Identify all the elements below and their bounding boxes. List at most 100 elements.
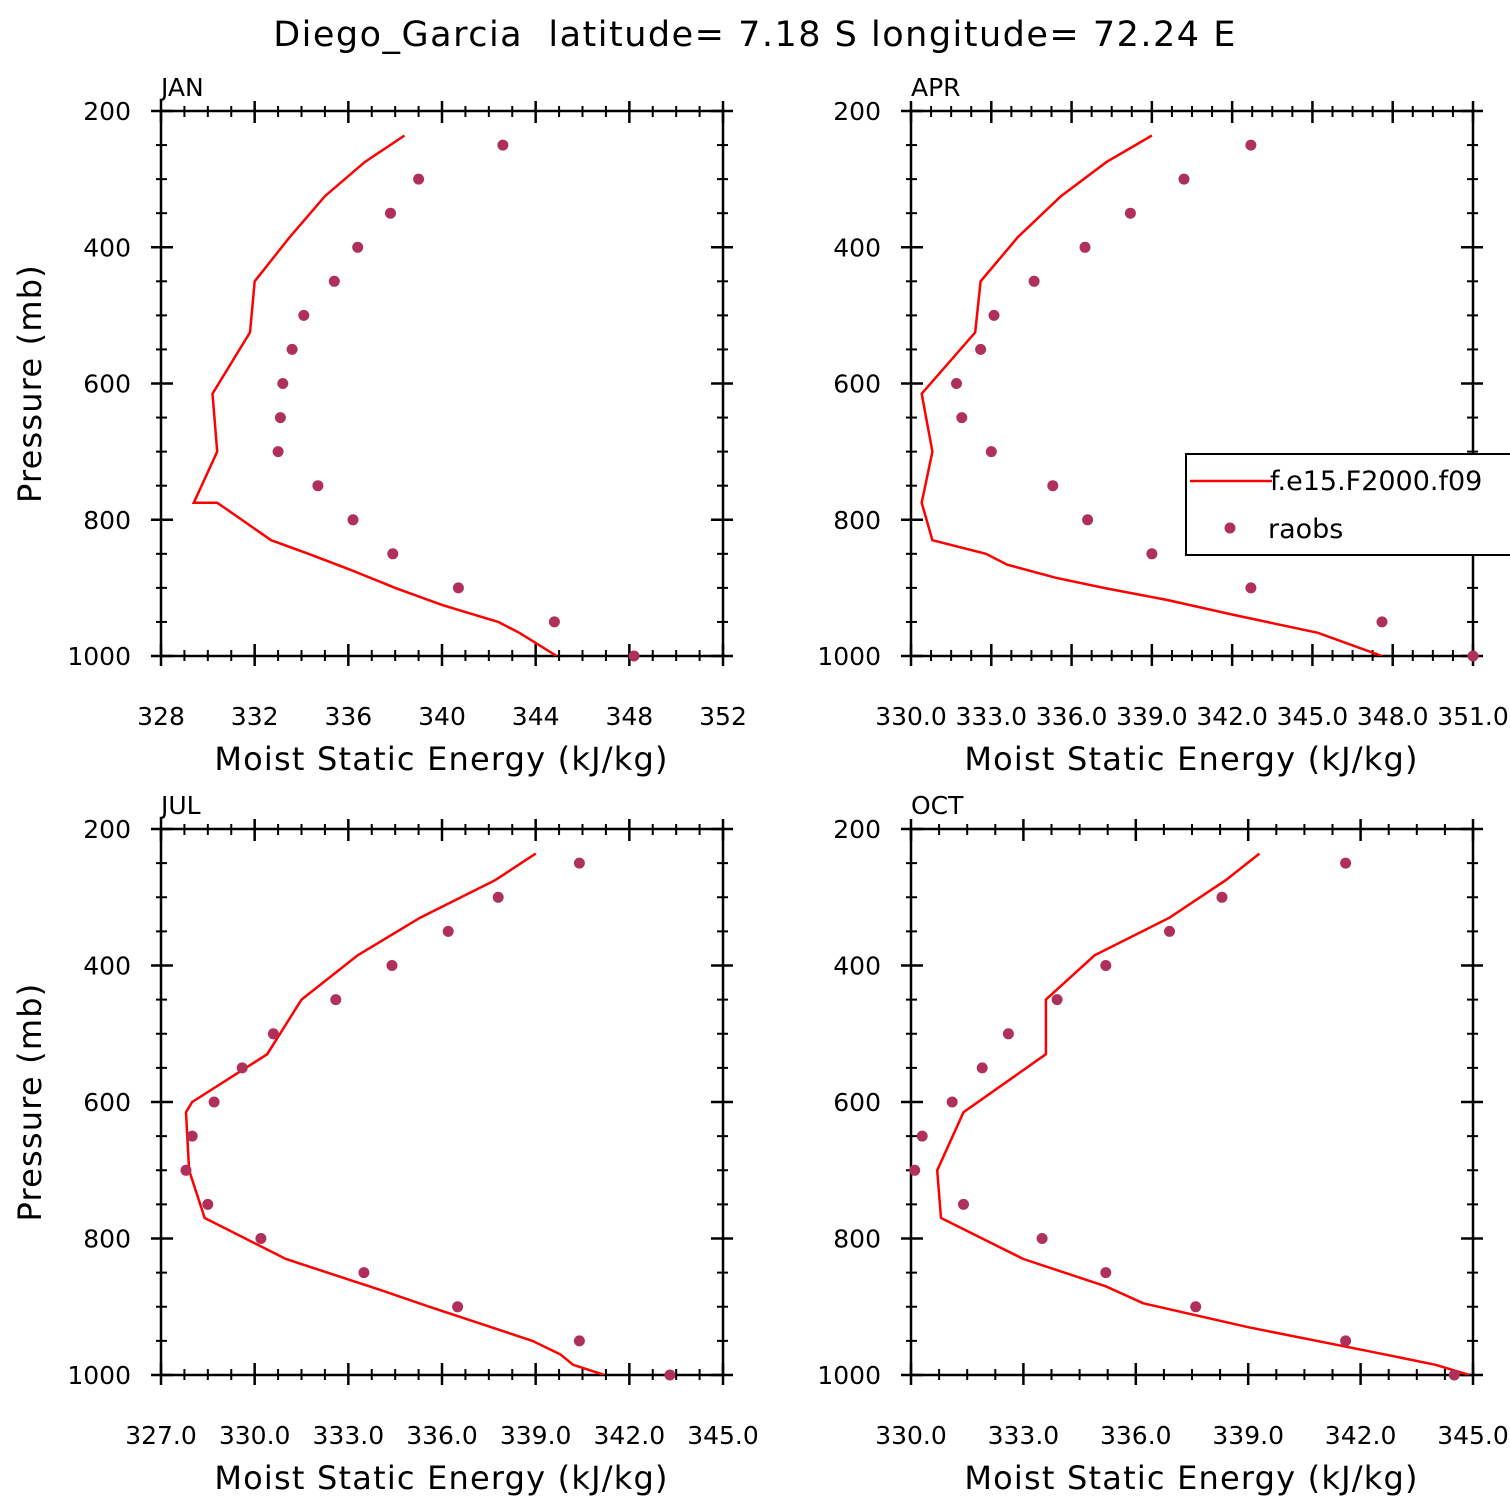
x-tick-label: 336 bbox=[324, 702, 372, 731]
y-tick-label: 200 bbox=[833, 815, 881, 844]
y-tick-label: 800 bbox=[833, 506, 881, 535]
raobs-point bbox=[573, 857, 585, 869]
x-tick-label: 339.0 bbox=[1212, 1421, 1284, 1450]
x-tick-label: 330.0 bbox=[219, 1421, 291, 1450]
raobs-point bbox=[1190, 1301, 1202, 1313]
y-axis-label: Pressure (mb) bbox=[11, 264, 49, 503]
x-axis-label: Moist Static Energy (kJ/kg) bbox=[964, 1459, 1418, 1497]
raobs-point bbox=[255, 1233, 267, 1244]
raobs-point bbox=[330, 994, 342, 1006]
raobs-point bbox=[274, 412, 286, 424]
raobs-point bbox=[988, 309, 1000, 321]
x-tick-label: 333.0 bbox=[988, 1421, 1060, 1450]
panel-label: OCT bbox=[911, 791, 964, 820]
x-tick-label: 351.0 bbox=[1437, 702, 1509, 731]
raobs-point bbox=[358, 1267, 370, 1279]
raobs-point bbox=[492, 891, 504, 903]
x-tick-label: 348 bbox=[605, 702, 653, 731]
raobs-point bbox=[1036, 1233, 1048, 1244]
x-tick-label: 345.0 bbox=[1437, 1421, 1509, 1450]
panels: 328 332 336 340 344 348 352 200 400 600 800 1000 JAN… bbox=[11, 73, 1510, 1497]
model-series-line bbox=[920, 134, 1383, 656]
y-tick-label: 1000 bbox=[817, 1361, 881, 1390]
y-tick-label: 400 bbox=[833, 952, 881, 981]
y-tick-label: 1000 bbox=[67, 1361, 131, 1390]
x-tick-label: 330.0 bbox=[875, 1421, 947, 1450]
raobs-point bbox=[951, 378, 962, 389]
y-tick-label: 600 bbox=[833, 370, 881, 399]
x-tick-label: 342.0 bbox=[1196, 702, 1268, 731]
x-tick-label: 333.0 bbox=[955, 702, 1027, 731]
x-axis-label: Moist Static Energy (kJ/kg) bbox=[214, 740, 668, 778]
x-tick-label: 333.0 bbox=[313, 1421, 385, 1450]
legend-obs-label: raobs bbox=[1268, 514, 1343, 545]
raobs-point bbox=[1100, 960, 1112, 971]
model-series-line bbox=[191, 134, 558, 656]
x-tick-label: 327.0 bbox=[125, 1421, 197, 1450]
raobs-point bbox=[975, 343, 987, 355]
raobs-point bbox=[385, 207, 396, 219]
raobs-point bbox=[386, 960, 398, 971]
y-tick-label: 400 bbox=[83, 952, 131, 981]
legend-marker-swatch bbox=[1224, 522, 1236, 534]
raobs-point bbox=[442, 925, 454, 937]
raobs-point bbox=[909, 1164, 921, 1176]
raobs-point bbox=[286, 343, 298, 355]
raobs-point bbox=[976, 1062, 988, 1074]
legend-model-label: f.e15.F2000.f09 bbox=[1270, 466, 1482, 497]
raobs-point bbox=[1340, 1335, 1352, 1347]
y-tick-label: 600 bbox=[83, 1088, 131, 1117]
x-tick-label: 345.0 bbox=[1277, 702, 1349, 731]
x-tick-label: 352 bbox=[699, 702, 747, 731]
legend-box bbox=[1185, 453, 1510, 556]
y-tick-label: 600 bbox=[83, 370, 131, 399]
raobs-point bbox=[946, 1096, 958, 1108]
raobs-point bbox=[1216, 891, 1228, 903]
raobs-point bbox=[1079, 241, 1091, 253]
y-axis-label: Pressure (mb) bbox=[11, 983, 49, 1222]
plot-frame bbox=[909, 827, 1475, 1377]
raobs-point bbox=[387, 548, 399, 560]
x-tick-label: 332 bbox=[231, 702, 279, 731]
raobs-point bbox=[497, 139, 509, 151]
y-tick-label: 200 bbox=[83, 815, 131, 844]
y-tick-label: 1000 bbox=[817, 642, 881, 671]
y-tick-label: 400 bbox=[83, 233, 131, 262]
panel-jul: 327.0 330.0 333.0 336.0 339.0 342.0 345.0 200 40… bbox=[11, 791, 759, 1497]
raobs-point bbox=[312, 480, 324, 492]
x-tick-label: 340 bbox=[418, 702, 466, 731]
raobs-point bbox=[958, 1198, 969, 1210]
y-tick-label: 200 bbox=[83, 97, 131, 126]
raobs-point bbox=[202, 1198, 214, 1210]
x-tick-label: 339.0 bbox=[500, 1421, 572, 1450]
raobs-point bbox=[272, 446, 284, 458]
raobs-point bbox=[298, 309, 310, 321]
raobs-point bbox=[985, 446, 997, 458]
y-tick-label: 200 bbox=[833, 97, 881, 126]
raobs-point bbox=[208, 1096, 220, 1108]
plot-frame bbox=[909, 109, 1475, 658]
raobs-point bbox=[413, 173, 425, 185]
raobs-point bbox=[452, 1301, 464, 1313]
raobs-point bbox=[347, 514, 359, 526]
raobs-point bbox=[1245, 139, 1257, 151]
x-tick-label: 344 bbox=[512, 702, 560, 731]
raobs-point bbox=[1245, 582, 1257, 594]
figure-title: Diego_Garcia latitude= 7.18 S longitude=… bbox=[273, 15, 1237, 55]
x-axis-label: Moist Static Energy (kJ/kg) bbox=[964, 740, 1418, 778]
x-tick-label: 348.0 bbox=[1357, 702, 1429, 731]
panel-label: JUL bbox=[159, 791, 201, 820]
x-tick-label: 342.0 bbox=[1325, 1421, 1397, 1450]
raobs-point bbox=[1028, 275, 1040, 287]
raobs-point bbox=[1002, 1028, 1014, 1040]
raobs-point bbox=[548, 616, 560, 628]
panel-label: JAN bbox=[159, 73, 204, 102]
raobs-point bbox=[186, 1130, 198, 1142]
raobs-point bbox=[1448, 1369, 1460, 1381]
raobs-point bbox=[664, 1369, 676, 1381]
raobs-point bbox=[352, 241, 364, 253]
y-tick-label: 1000 bbox=[67, 642, 131, 671]
y-tick-label: 800 bbox=[83, 506, 131, 535]
raobs-point bbox=[277, 378, 289, 389]
